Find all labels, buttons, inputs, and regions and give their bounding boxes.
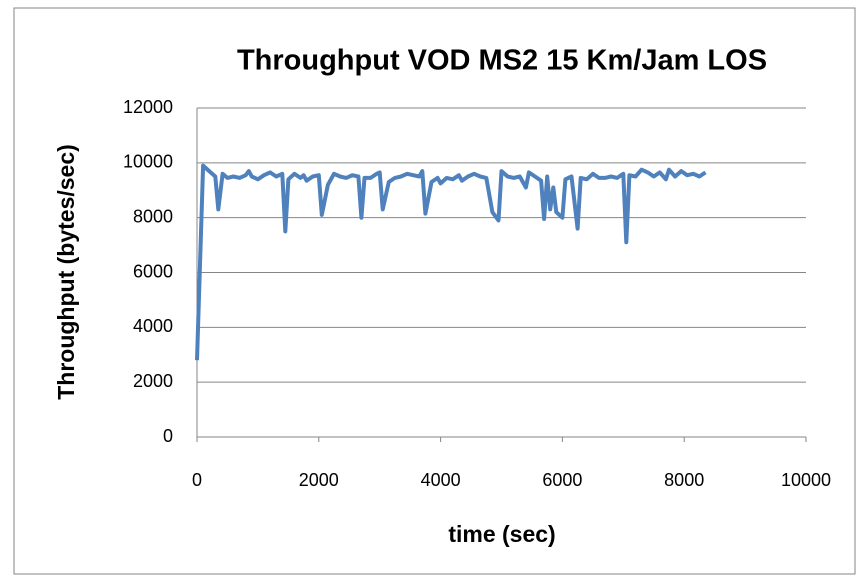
y-tick-label: 10000 — [123, 152, 173, 172]
y-tick-label: 8000 — [133, 206, 173, 226]
x-tick-label: 4000 — [421, 470, 461, 490]
y-tick-label: 6000 — [133, 261, 173, 281]
y-tick-label: 2000 — [133, 371, 173, 391]
data-line — [195, 163, 707, 361]
y-tick-label: 12000 — [123, 97, 173, 117]
y-axis-label: Throughput (bytes/sec) — [53, 144, 79, 400]
x-tick-label: 8000 — [664, 470, 704, 490]
y-tick-label: 0 — [163, 426, 173, 446]
chart-title: Throughput VOD MS2 15 Km/Jam LOS — [237, 45, 767, 77]
x-tick-label: 10000 — [781, 470, 831, 490]
x-tick-label: 6000 — [542, 470, 582, 490]
x-tick-label: 0 — [192, 470, 202, 490]
x-axis-label: time (sec) — [448, 521, 555, 547]
x-tick-label: 2000 — [299, 470, 339, 490]
chart-border — [13, 7, 856, 575]
y-tick-label: 4000 — [133, 316, 173, 336]
